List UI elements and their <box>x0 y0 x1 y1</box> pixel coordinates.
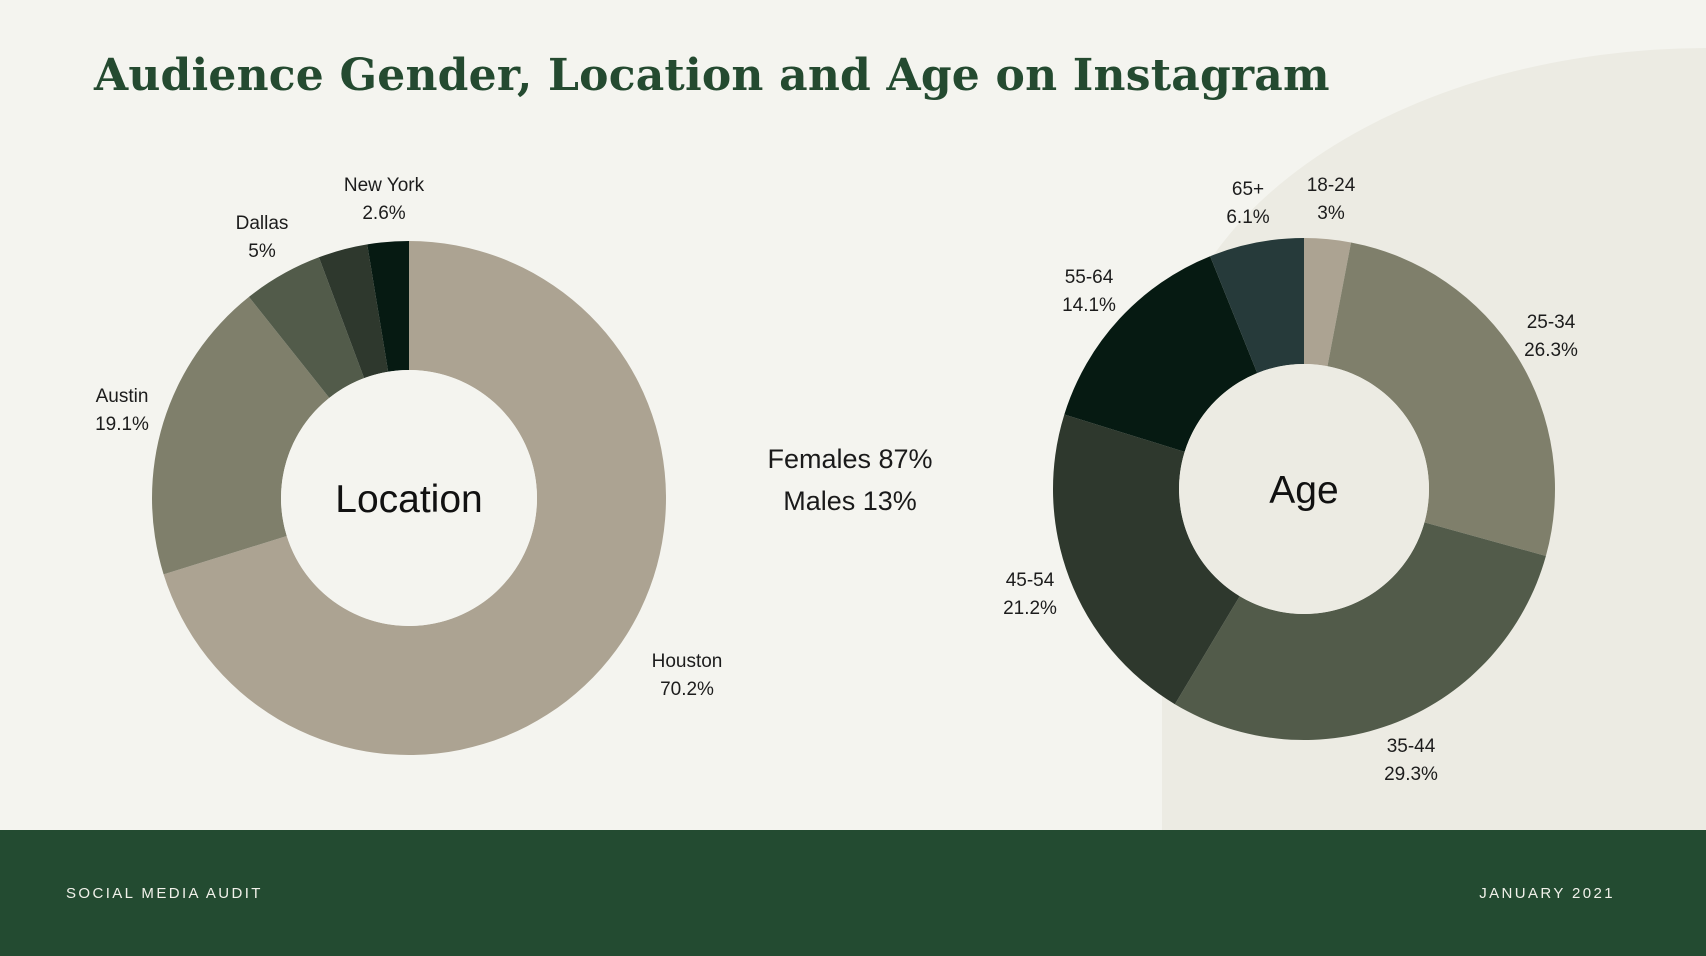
age-label-65-: 65+ <box>1232 179 1264 200</box>
location-label-dallas: Dallas <box>236 213 289 234</box>
age-slice-25-34 <box>1327 242 1556 556</box>
age-value-25-34: 26.3% <box>1524 340 1578 361</box>
age-donut-chart: Age 18-24 3% 25-34 26.3% 35-44 29.3% 45-54 21.2%… <box>1003 175 1578 785</box>
gender-male-text: Males 13% <box>783 486 917 516</box>
age-slice-45-54 <box>1053 414 1240 705</box>
gender-summary: Females 87% Males 13% <box>700 438 1000 522</box>
location-label-houston: Houston <box>652 651 723 672</box>
age-label-45-54: 45-54 <box>1006 570 1055 591</box>
page-title: Audience Gender, Location and Age on Ins… <box>94 50 1330 101</box>
footer-date: JANUARY 2021 <box>1479 885 1615 902</box>
location-donut-hole <box>281 370 537 626</box>
age-donut-hole <box>1179 364 1429 614</box>
age-value-18-24: 3% <box>1317 203 1345 224</box>
footer-left-label: SOCIAL MEDIA AUDIT <box>66 885 263 902</box>
location-value-houston: 70.2% <box>660 679 714 700</box>
age-label-55-64: 55-64 <box>1065 267 1114 288</box>
footer-bar: SOCIAL MEDIA AUDIT JANUARY 2021 <box>0 830 1706 956</box>
age-center-label: Age <box>1269 469 1338 512</box>
location-slice-dallas <box>248 257 365 398</box>
age-slice-35-44 <box>1174 522 1546 741</box>
location-value-austin: 19.1% <box>95 414 149 435</box>
age-value-35-44: 29.3% <box>1384 764 1438 785</box>
gender-female-text: Females 87% <box>767 444 933 474</box>
age-value-65-: 6.1% <box>1226 207 1269 228</box>
age-slice-55-64 <box>1064 256 1258 452</box>
location-slice-new-york <box>367 241 409 372</box>
location-slice-unlabeled-3 <box>318 244 389 379</box>
location-center-label: Location <box>335 478 482 521</box>
age-label-35-44: 35-44 <box>1387 736 1436 757</box>
age-slice-18-24 <box>1304 238 1352 367</box>
location-donut-chart: Location Houston 70.2% Austin 19.1% Dallas 5% N… <box>95 175 723 756</box>
location-value-new-york: 2.6% <box>362 203 405 224</box>
age-label-18-24: 18-24 <box>1307 175 1356 196</box>
age-value-55-64: 14.1% <box>1062 295 1116 316</box>
location-label-austin: Austin <box>96 386 149 407</box>
location-slice-austin <box>152 296 330 575</box>
age-value-45-54: 21.2% <box>1003 598 1057 619</box>
age-label-25-34: 25-34 <box>1527 312 1576 333</box>
location-label-new-york: New York <box>344 175 425 196</box>
location-slice-houston <box>163 241 666 756</box>
location-value-dallas: 5% <box>248 241 276 262</box>
age-slice-65- <box>1210 238 1304 374</box>
